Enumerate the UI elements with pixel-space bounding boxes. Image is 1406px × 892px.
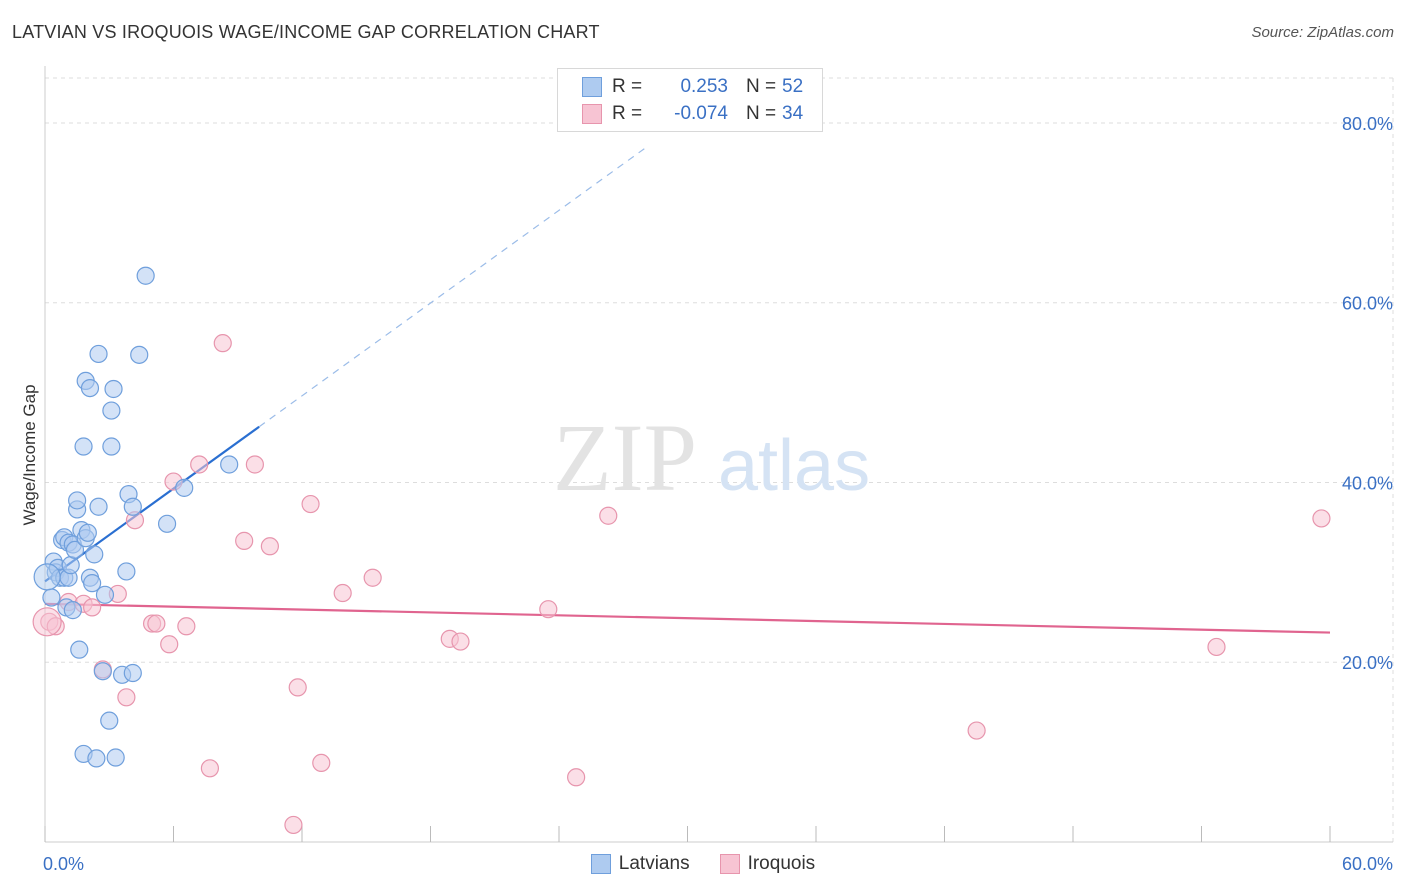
iroquois-point bbox=[260, 537, 279, 556]
legend-row-iroquois: R = -0.074 N = 34 bbox=[582, 102, 803, 126]
latvians-trend-dashed bbox=[258, 147, 646, 428]
latvians-point bbox=[89, 344, 108, 364]
iroquois-point bbox=[284, 815, 303, 835]
iroquois-point bbox=[312, 753, 331, 773]
iroquois-point bbox=[599, 506, 618, 525]
iroquois-point bbox=[1312, 509, 1331, 528]
iroquois-point bbox=[190, 455, 209, 474]
tick-labels: 20.0% 40.0% 60.0% 80.0% 0.0% 60.0% bbox=[43, 114, 1393, 874]
iroquois-point bbox=[117, 688, 136, 707]
iroquois-point bbox=[177, 617, 196, 636]
latvians-point bbox=[61, 556, 80, 575]
iroquois-trend bbox=[44, 602, 1331, 634]
iroquois-point bbox=[147, 614, 166, 633]
x-tick-label-max: 60.0% bbox=[1342, 854, 1393, 874]
latvians-point bbox=[89, 497, 108, 516]
legend-row-latvians: R = 0.253 N = 52 bbox=[582, 75, 803, 99]
latvians-point bbox=[87, 749, 106, 768]
iroquois-point bbox=[363, 568, 382, 587]
latvians-point bbox=[123, 663, 142, 683]
iroquois-point bbox=[288, 678, 307, 697]
n-value: 34 bbox=[782, 103, 804, 124]
r-value: 0.253 bbox=[680, 76, 728, 97]
iroquois-point bbox=[301, 494, 320, 514]
latvians-point bbox=[157, 514, 177, 533]
iroquois-point bbox=[213, 334, 232, 353]
iroquois-point bbox=[451, 632, 470, 651]
iroquois-point bbox=[83, 598, 102, 617]
y-tick-label: 80.0% bbox=[1342, 114, 1393, 134]
iroquois-point bbox=[160, 635, 179, 654]
latvians-points bbox=[33, 266, 239, 768]
latvians-point bbox=[65, 540, 85, 559]
iroquois-point bbox=[333, 583, 352, 603]
iroquois-trend-solid bbox=[44, 602, 1331, 634]
latvians-point bbox=[95, 585, 115, 604]
iroquois-swatch bbox=[582, 104, 602, 124]
latvians-point bbox=[78, 523, 97, 542]
latvians-point bbox=[102, 437, 121, 456]
latvians-point bbox=[175, 478, 194, 497]
iroquois-point bbox=[1207, 637, 1226, 657]
latvians-point bbox=[106, 748, 125, 767]
legend-iroquois-label: Iroquois bbox=[747, 853, 816, 874]
latvians-swatch bbox=[582, 77, 602, 97]
r-label: R = bbox=[612, 103, 643, 124]
latvians-point-cluster bbox=[33, 563, 61, 591]
latvians-point bbox=[70, 640, 89, 659]
latvians-point bbox=[80, 378, 100, 398]
watermark-atlas: atlas bbox=[718, 426, 870, 506]
legend-item-latvians[interactable]: Latvians bbox=[590, 853, 690, 875]
latvians-point bbox=[100, 711, 119, 730]
latvians-point bbox=[42, 588, 61, 607]
latvians-point bbox=[130, 345, 149, 364]
n-value: 52 bbox=[782, 76, 804, 97]
iroquois-point bbox=[235, 531, 254, 550]
latvians-point bbox=[220, 455, 239, 474]
n-label: N = bbox=[746, 103, 777, 124]
r-label: R = bbox=[612, 76, 643, 97]
latvians-point bbox=[63, 601, 82, 620]
legend-item-iroquois[interactable]: Iroquois bbox=[719, 853, 816, 875]
legend-latvians-label: Latvians bbox=[618, 853, 690, 874]
latvians-point bbox=[102, 401, 121, 420]
iroquois-swatch bbox=[719, 854, 740, 874]
y-tick-label: 20.0% bbox=[1342, 653, 1393, 673]
iroquois-point bbox=[245, 455, 264, 474]
y-axis-label: Wage/Income Gap bbox=[20, 384, 39, 525]
iroquois-point bbox=[567, 768, 586, 787]
latvians-point bbox=[68, 491, 87, 510]
latvians-point bbox=[123, 497, 142, 516]
latvians-point bbox=[93, 662, 112, 681]
x-tick-label-min: 0.0% bbox=[43, 854, 84, 874]
iroquois-point bbox=[200, 759, 220, 778]
series-legend: Latvians Iroquois bbox=[0, 852, 1406, 876]
iroquois-point bbox=[539, 600, 558, 619]
watermark-zip: ZIP bbox=[553, 404, 697, 511]
latvians-point bbox=[83, 574, 102, 593]
iroquois-point-cluster bbox=[32, 607, 62, 637]
source-label: Source: ZipAtlas.com bbox=[1251, 24, 1394, 41]
latvians-point bbox=[104, 379, 123, 399]
latvians-point bbox=[136, 266, 155, 285]
iroquois-point bbox=[967, 721, 986, 740]
y-tick-label: 60.0% bbox=[1342, 294, 1393, 314]
latvians-swatch bbox=[590, 854, 611, 874]
latvians-point bbox=[74, 437, 93, 456]
n-label: N = bbox=[746, 76, 777, 97]
latvians-point bbox=[85, 545, 104, 564]
r-value: -0.074 bbox=[674, 103, 728, 124]
axes bbox=[44, 66, 1393, 843]
watermark: ZIP atlas bbox=[553, 404, 870, 511]
y-tick-label: 40.0% bbox=[1342, 473, 1393, 493]
correlation-legend: R = 0.253 N = 52 R = -0.074 N = 34 bbox=[557, 68, 823, 132]
chart-title: LATVIAN VS IROQUOIS WAGE/INCOME GAP CORR… bbox=[12, 22, 600, 42]
latvians-point bbox=[117, 562, 136, 581]
